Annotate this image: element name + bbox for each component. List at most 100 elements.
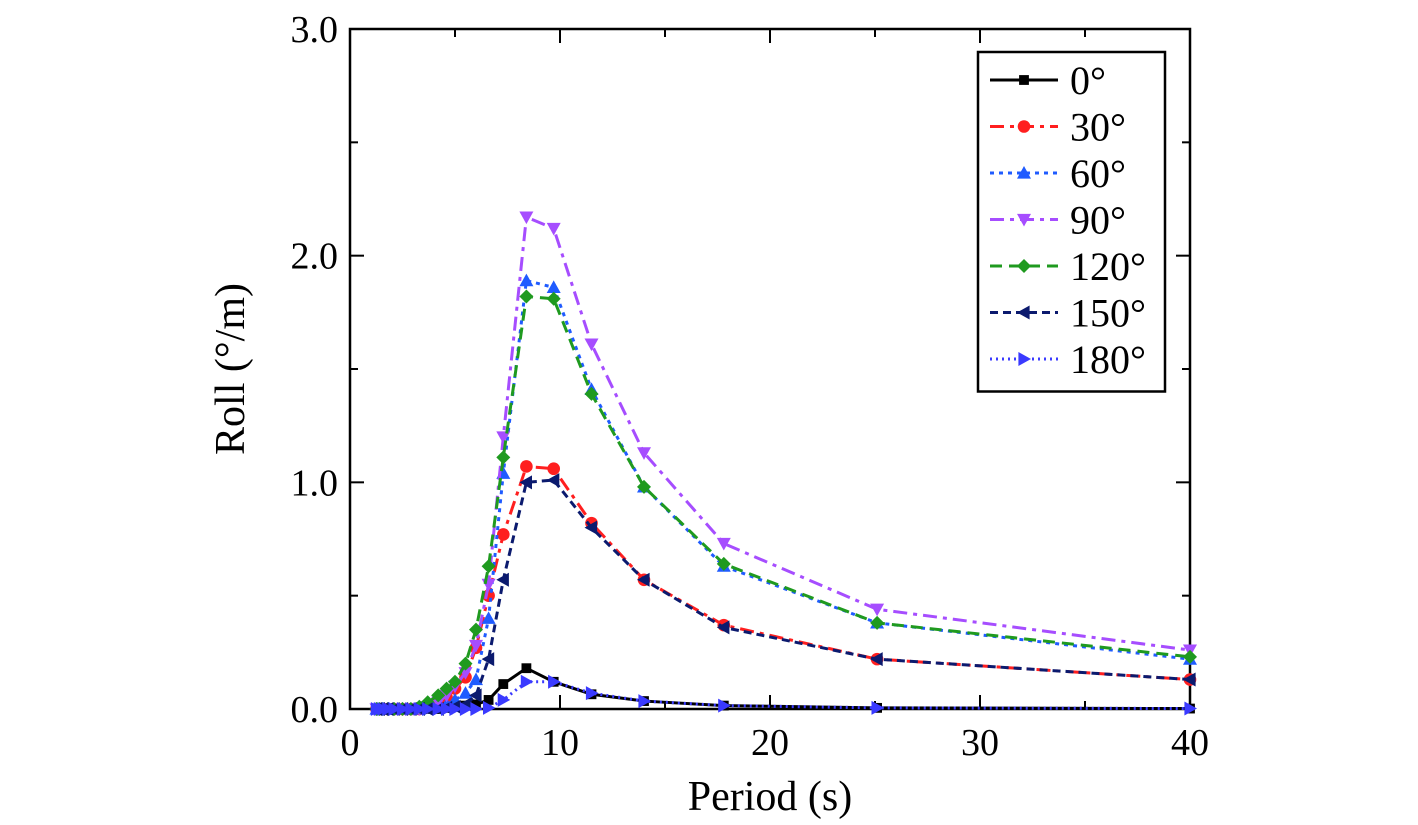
legend: 0°30°60°90°120°150°180° bbox=[976, 50, 1167, 393]
legend-marker bbox=[1017, 259, 1031, 273]
data-point bbox=[496, 450, 511, 465]
x-tick-label: 40 bbox=[1171, 722, 1209, 764]
data-point bbox=[1184, 701, 1197, 716]
data-point bbox=[870, 652, 883, 667]
data-point bbox=[1183, 672, 1196, 687]
data-point bbox=[422, 702, 435, 716]
data-point bbox=[519, 211, 534, 225]
data-point bbox=[870, 615, 885, 630]
data-point bbox=[584, 386, 599, 401]
legend-marker bbox=[1019, 75, 1029, 85]
series-line bbox=[376, 278, 1191, 711]
series-line bbox=[376, 214, 1191, 711]
data-point bbox=[458, 686, 473, 699]
data-point bbox=[870, 603, 885, 617]
data-point bbox=[441, 702, 454, 716]
axes: 0 10 20 30 40 0.0 1.0 2.0 3.0 bbox=[291, 9, 1210, 764]
legend-label: 30° bbox=[1070, 105, 1126, 150]
data-point bbox=[388, 702, 402, 716]
data-point bbox=[481, 559, 496, 574]
legend-label: 60° bbox=[1070, 151, 1126, 196]
data-point bbox=[458, 656, 473, 671]
data-point bbox=[546, 291, 561, 306]
data-point bbox=[521, 663, 532, 674]
data-point bbox=[405, 702, 418, 716]
legend-box bbox=[976, 50, 1167, 393]
data-point bbox=[520, 674, 534, 689]
legend-item: 0° bbox=[990, 58, 1106, 103]
x-tick-label: 20 bbox=[751, 722, 789, 764]
data-point bbox=[638, 694, 651, 709]
data-point bbox=[481, 611, 496, 624]
data-point bbox=[471, 699, 481, 710]
legend-item: 90° bbox=[990, 198, 1126, 243]
data-point bbox=[546, 222, 561, 236]
y-tick-label: 0.0 bbox=[291, 689, 339, 731]
data-point bbox=[459, 702, 473, 716]
x-tick-label: 30 bbox=[961, 722, 999, 764]
y-tick-label: 2.0 bbox=[291, 236, 339, 278]
data-point bbox=[584, 520, 598, 535]
data-point bbox=[548, 674, 561, 689]
data-point bbox=[1183, 649, 1197, 664]
data-point bbox=[547, 462, 560, 476]
data-point bbox=[519, 475, 532, 490]
legend-label: 0° bbox=[1070, 58, 1106, 103]
legend-label: 150° bbox=[1070, 291, 1146, 336]
data-point bbox=[483, 695, 494, 705]
data-point bbox=[497, 528, 510, 541]
data-point bbox=[439, 681, 454, 696]
x-tick-label: 10 bbox=[541, 722, 579, 764]
legend-marker bbox=[1017, 305, 1030, 320]
data-point bbox=[469, 622, 483, 637]
legend-label: 180° bbox=[1070, 337, 1146, 382]
data-point bbox=[448, 674, 462, 689]
x-axis-title: Period (s) bbox=[688, 774, 852, 820]
legend-item: 120° bbox=[990, 244, 1146, 289]
y-axis-title: Roll (°/m) bbox=[208, 283, 254, 455]
series-layer bbox=[369, 211, 1197, 716]
legend-marker bbox=[1018, 352, 1031, 366]
legend-item: 60° bbox=[990, 151, 1126, 196]
y-tick-label: 1.0 bbox=[291, 462, 339, 504]
legend-label: 120° bbox=[1070, 244, 1146, 289]
data-point bbox=[584, 338, 599, 352]
data-point bbox=[519, 273, 534, 287]
data-point bbox=[546, 280, 561, 293]
data-point bbox=[413, 702, 427, 716]
legend-marker bbox=[1017, 166, 1031, 179]
data-point bbox=[519, 289, 534, 304]
data-point bbox=[469, 639, 483, 653]
legend-label: 90° bbox=[1070, 198, 1126, 243]
data-point bbox=[716, 556, 731, 571]
data-point bbox=[716, 620, 730, 635]
legend-marker bbox=[1017, 120, 1031, 133]
x-tick-label: 0 bbox=[341, 722, 360, 764]
data-point bbox=[637, 479, 651, 494]
legend-item: 180° bbox=[990, 337, 1146, 382]
data-point bbox=[431, 696, 446, 710]
series-6 bbox=[370, 674, 1197, 716]
data-point bbox=[470, 702, 483, 716]
data-point bbox=[871, 700, 885, 715]
data-point bbox=[496, 572, 509, 587]
y-tick-label: 3.0 bbox=[291, 9, 339, 51]
data-point bbox=[718, 698, 731, 713]
data-point bbox=[498, 679, 509, 689]
data-point bbox=[396, 702, 410, 716]
data-point bbox=[481, 652, 495, 667]
data-point bbox=[637, 572, 650, 587]
data-point bbox=[431, 688, 446, 703]
data-point bbox=[716, 537, 731, 551]
data-point bbox=[496, 431, 511, 444]
legend-item: 30° bbox=[990, 105, 1126, 150]
data-point bbox=[439, 689, 454, 703]
data-point bbox=[497, 692, 511, 707]
data-point bbox=[585, 686, 599, 701]
series-line bbox=[376, 478, 1191, 711]
data-point bbox=[432, 702, 446, 716]
data-point bbox=[520, 460, 533, 473]
legend-marker bbox=[1017, 213, 1031, 227]
data-point bbox=[637, 447, 651, 460]
